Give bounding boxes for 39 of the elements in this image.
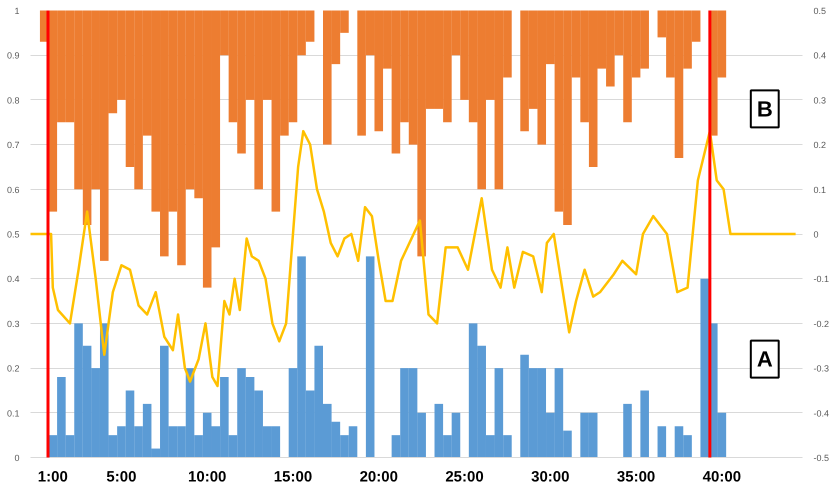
- y-tick-label: 0.3: [6, 318, 20, 329]
- series-label: B: [756, 96, 773, 122]
- series-label: A: [756, 346, 773, 372]
- y-tick-label: 0.6: [6, 184, 20, 195]
- x-tick-label: 30:00: [531, 468, 570, 486]
- x-tick-label: 35:00: [616, 468, 656, 486]
- y2-tick-label: -0.3: [814, 364, 830, 374]
- x-tick-label: 10:00: [188, 468, 226, 486]
- y2-tick-label: -0.5: [814, 453, 830, 463]
- x-tick-label: 5:00: [106, 468, 136, 486]
- line-series: [30, 130, 797, 388]
- y2-tick-label: 0.3: [814, 95, 826, 106]
- x-tick-label: 1:00: [38, 468, 68, 486]
- y2-tick-label: 0.5: [814, 6, 826, 16]
- y2-tick-label: -0.4: [814, 408, 830, 418]
- x-tick-label: 15:00: [274, 468, 312, 486]
- y2-tick-label: -0.2: [814, 318, 830, 329]
- y2-tick-label: -0.1: [814, 274, 830, 284]
- bar: [640, 390, 649, 458]
- y-tick-label: 0.4: [6, 274, 20, 284]
- y-tick-label: 0: [14, 453, 20, 463]
- y-tick-label: 0.7: [6, 140, 20, 150]
- y2-tick-label: 0: [814, 230, 819, 240]
- bar: [700, 278, 709, 458]
- y2-tick-label: 0.1: [814, 184, 826, 195]
- x-tick-label: 40:00: [702, 468, 742, 486]
- y-tick-label: 0.2: [6, 364, 20, 374]
- x-tick-label: 25:00: [445, 468, 484, 486]
- y-tick-label: 1: [14, 6, 20, 16]
- y-tick-label: 0.9: [6, 50, 20, 61]
- bar: [658, 426, 666, 458]
- y-tick-label: 0.5: [6, 230, 20, 240]
- y-tick-label: 0.1: [6, 408, 20, 418]
- x-tick-label: 20:00: [360, 468, 398, 486]
- y-tick-label: 0.8: [6, 95, 20, 106]
- y2-tick-label: 0.4: [814, 50, 826, 61]
- bar: [623, 404, 632, 458]
- y2-tick-label: 0.2: [814, 140, 826, 150]
- bar: [366, 256, 374, 458]
